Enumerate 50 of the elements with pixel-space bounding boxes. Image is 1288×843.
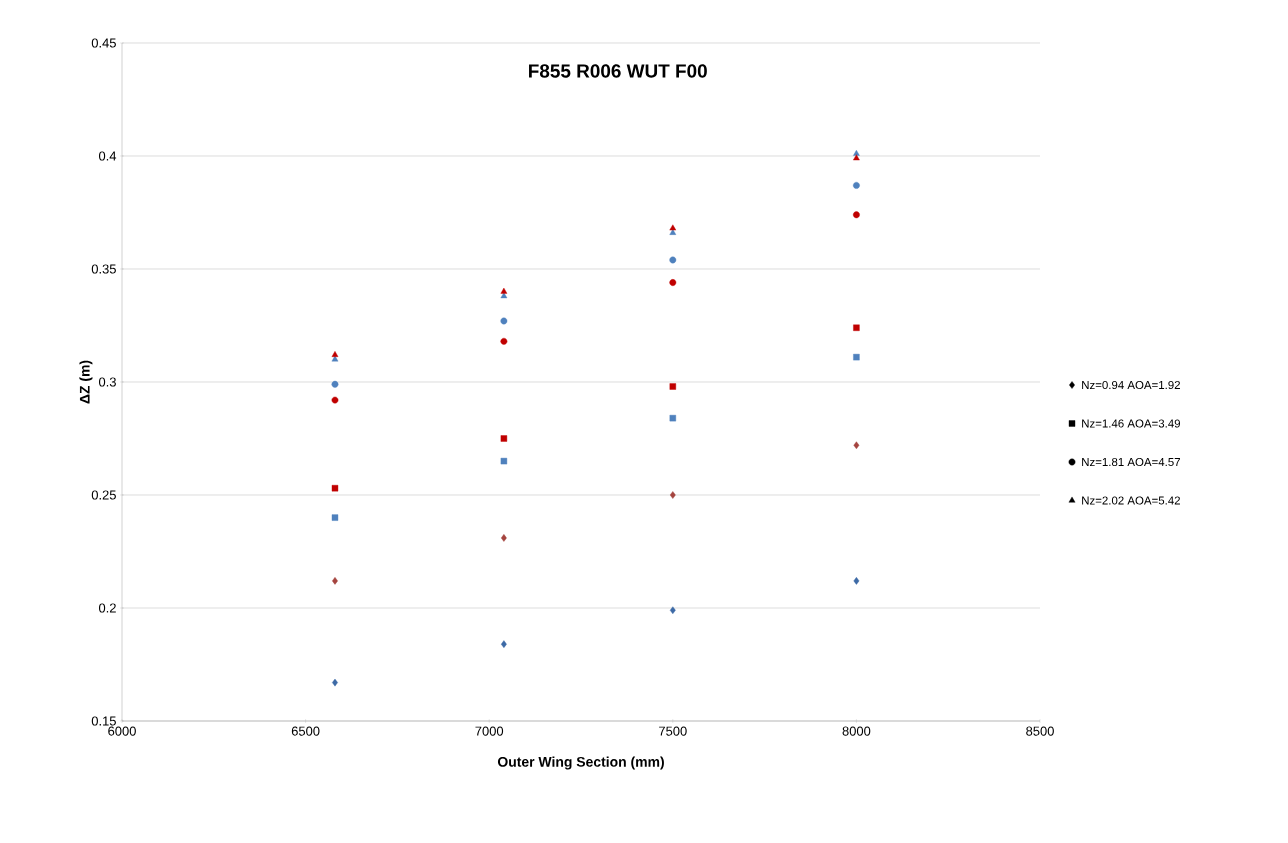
x-tick-label: 7500 bbox=[659, 726, 687, 736]
y-tick-label: 0.4 bbox=[98, 151, 117, 161]
point bbox=[669, 229, 677, 235]
point bbox=[500, 287, 508, 294]
point bbox=[331, 355, 339, 362]
text: F855 R006 WUT F00 bbox=[529, 64, 707, 78]
y-tick-label: 0.3 bbox=[98, 377, 116, 387]
point bbox=[331, 380, 339, 388]
point bbox=[500, 337, 508, 345]
point bbox=[853, 577, 860, 585]
point bbox=[331, 396, 339, 404]
point bbox=[669, 414, 676, 422]
x-tick-label: 6500 bbox=[291, 726, 320, 736]
point bbox=[853, 154, 860, 161]
point bbox=[669, 606, 676, 615]
point bbox=[669, 224, 677, 231]
point bbox=[500, 317, 508, 325]
legend-label: Nz=2.02 AOA=5.42 bbox=[1082, 496, 1180, 505]
point bbox=[853, 441, 860, 450]
y-tick-label: 0.25 bbox=[91, 490, 116, 500]
y-tick-label: 0.15 bbox=[91, 716, 116, 726]
point bbox=[669, 279, 677, 286]
point bbox=[853, 211, 860, 219]
point bbox=[853, 181, 860, 189]
point bbox=[331, 485, 339, 492]
point bbox=[331, 514, 339, 521]
y-tick-label: 0.35 bbox=[91, 264, 116, 274]
legend-label: Nz=1.46 AOA=3.49 bbox=[1082, 419, 1181, 428]
legend-label: Nz=0.94 AOA=1.92 bbox=[1082, 380, 1180, 390]
y-axis-title: ΔZ (m) bbox=[79, 360, 93, 404]
point bbox=[669, 383, 676, 390]
y-tick-label: 0.2 bbox=[98, 603, 116, 613]
point bbox=[669, 491, 676, 499]
legend-label: Nz=1.81 AOA=4.57 bbox=[1082, 457, 1180, 467]
point bbox=[332, 577, 338, 585]
point bbox=[500, 457, 508, 465]
x-axis-title: Outer Wing Section (mm) bbox=[497, 756, 664, 770]
x-tick-label: 6000 bbox=[108, 726, 136, 736]
x-tick-label: 8500 bbox=[1026, 726, 1054, 736]
point bbox=[853, 353, 860, 361]
point bbox=[500, 292, 508, 299]
point bbox=[501, 534, 507, 542]
point bbox=[501, 640, 507, 648]
point bbox=[331, 351, 339, 357]
x-tick-label: 7000 bbox=[475, 726, 504, 736]
point bbox=[500, 435, 508, 442]
point bbox=[853, 324, 860, 331]
x-tick-label: 8000 bbox=[842, 726, 871, 736]
point bbox=[669, 256, 677, 264]
y-tick-label: 0.45 bbox=[91, 38, 116, 48]
